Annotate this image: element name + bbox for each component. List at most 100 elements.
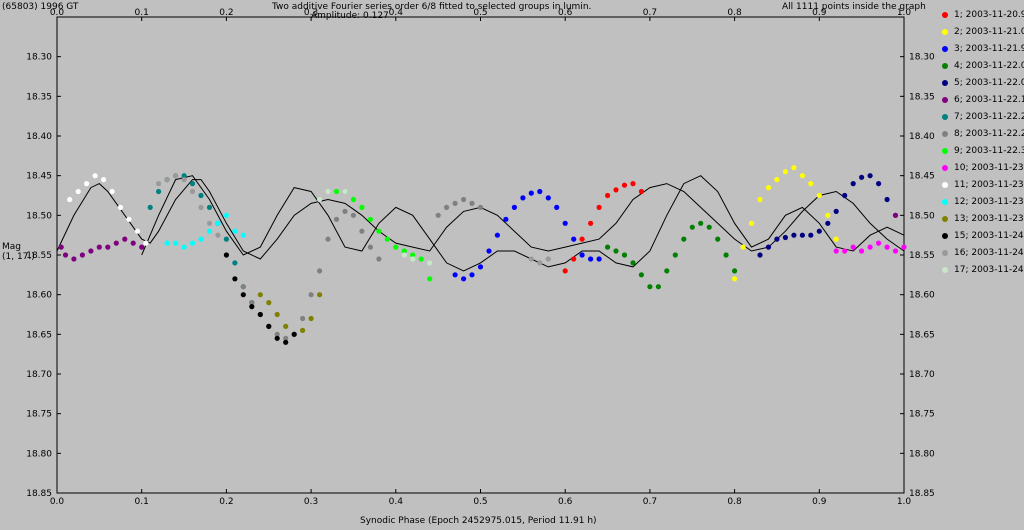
data-point bbox=[706, 224, 712, 230]
legend-label: 2; 2003-11-21.0 bbox=[954, 27, 1024, 37]
data-point bbox=[232, 276, 238, 282]
legend-marker bbox=[942, 29, 948, 35]
y-axis-sublabel: (1, 17.) bbox=[2, 252, 35, 262]
data-point bbox=[613, 248, 619, 254]
data-point bbox=[232, 260, 238, 266]
data-point bbox=[274, 335, 280, 341]
data-point bbox=[317, 196, 323, 203]
data-point bbox=[520, 195, 526, 201]
data-points bbox=[58, 165, 907, 345]
data-point bbox=[621, 252, 628, 258]
data-point bbox=[266, 323, 272, 329]
data-point bbox=[143, 240, 149, 246]
data-point bbox=[588, 256, 594, 262]
x-tick-label-top: 0.6 bbox=[558, 8, 573, 18]
data-point bbox=[317, 268, 323, 274]
data-point bbox=[173, 173, 179, 179]
data-point bbox=[782, 234, 789, 241]
y-tick-label-right: 18.60 bbox=[909, 291, 935, 301]
data-point bbox=[376, 228, 382, 234]
data-point bbox=[469, 272, 475, 278]
data-point bbox=[816, 192, 822, 199]
data-point bbox=[588, 220, 594, 226]
y-tick-label-left: 18.30 bbox=[26, 53, 52, 63]
data-point bbox=[748, 220, 755, 226]
x-tick-label-bottom: 0.6 bbox=[558, 497, 573, 507]
data-point bbox=[859, 174, 865, 180]
data-point bbox=[486, 248, 492, 254]
data-point bbox=[240, 292, 246, 298]
y-tick-label-right: 18.50 bbox=[909, 211, 935, 221]
data-point bbox=[537, 188, 543, 195]
data-point bbox=[410, 256, 416, 262]
legend-label: 8; 2003-11-22.2 bbox=[954, 129, 1024, 139]
data-point bbox=[300, 315, 306, 322]
data-point bbox=[579, 236, 585, 242]
data-point bbox=[147, 204, 153, 210]
data-point bbox=[892, 212, 899, 218]
y-tick-label-right: 18.70 bbox=[909, 370, 935, 380]
data-point bbox=[842, 192, 848, 199]
x-tick-label-bottom: 0.2 bbox=[219, 497, 233, 507]
data-point bbox=[325, 188, 331, 195]
y-tick-label-right: 18.65 bbox=[909, 330, 935, 340]
legend-marker bbox=[942, 46, 948, 52]
x-tick-label-bottom: 0.7 bbox=[643, 497, 657, 507]
data-point bbox=[317, 292, 323, 298]
legend-marker bbox=[942, 233, 948, 239]
x-tick-label-bottom: 0.4 bbox=[389, 497, 404, 507]
data-point bbox=[117, 204, 124, 210]
data-point bbox=[469, 200, 475, 206]
data-point bbox=[84, 181, 90, 187]
y-tick-label-right: 18.40 bbox=[909, 132, 935, 142]
data-point bbox=[765, 185, 772, 191]
data-point bbox=[134, 228, 141, 234]
data-point bbox=[249, 300, 255, 306]
data-point bbox=[249, 304, 255, 310]
x-tick-label-bottom: 0.5 bbox=[473, 497, 487, 507]
data-point bbox=[266, 300, 272, 306]
data-point bbox=[689, 224, 695, 230]
data-point bbox=[308, 315, 314, 322]
data-point bbox=[189, 188, 196, 195]
x-tick-label-top: 0.2 bbox=[219, 8, 233, 18]
y-tick-label-right: 18.55 bbox=[909, 251, 935, 261]
data-point bbox=[198, 192, 204, 199]
data-point bbox=[672, 252, 678, 258]
data-point bbox=[189, 240, 196, 246]
data-point bbox=[156, 181, 162, 187]
data-point bbox=[283, 323, 289, 329]
data-point bbox=[732, 268, 738, 274]
data-point bbox=[799, 232, 806, 238]
data-point bbox=[223, 212, 229, 218]
data-point bbox=[164, 240, 170, 246]
data-point bbox=[359, 204, 365, 210]
y-tick-label-left: 18.45 bbox=[26, 172, 52, 182]
y-tick-label-left: 18.60 bbox=[26, 291, 52, 301]
data-point bbox=[765, 244, 772, 250]
y-axis-label: Mag bbox=[2, 242, 21, 252]
data-point bbox=[791, 232, 797, 238]
data-point bbox=[605, 192, 611, 199]
data-point bbox=[67, 196, 73, 203]
data-point bbox=[545, 256, 551, 262]
y-tick-label-right: 18.35 bbox=[909, 92, 935, 102]
data-point bbox=[223, 236, 229, 242]
data-point bbox=[274, 331, 280, 337]
data-point bbox=[156, 188, 162, 195]
legend-marker bbox=[942, 165, 948, 171]
data-point bbox=[206, 228, 213, 234]
data-point bbox=[130, 240, 136, 246]
data-point bbox=[283, 339, 289, 345]
data-point bbox=[740, 244, 746, 250]
x-tick-label-top: 0.1 bbox=[135, 8, 149, 18]
data-point bbox=[384, 236, 390, 242]
data-point bbox=[376, 256, 382, 262]
legend-label: 6; 2003-11-22.1 bbox=[954, 95, 1024, 105]
data-point bbox=[876, 240, 882, 246]
legend-marker bbox=[942, 97, 948, 103]
data-point bbox=[562, 220, 568, 226]
data-point bbox=[359, 228, 365, 234]
data-point bbox=[291, 331, 297, 337]
